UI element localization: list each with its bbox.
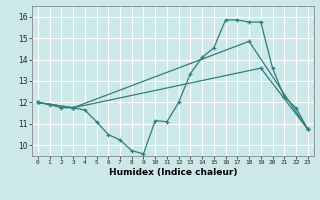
X-axis label: Humidex (Indice chaleur): Humidex (Indice chaleur)	[108, 168, 237, 177]
